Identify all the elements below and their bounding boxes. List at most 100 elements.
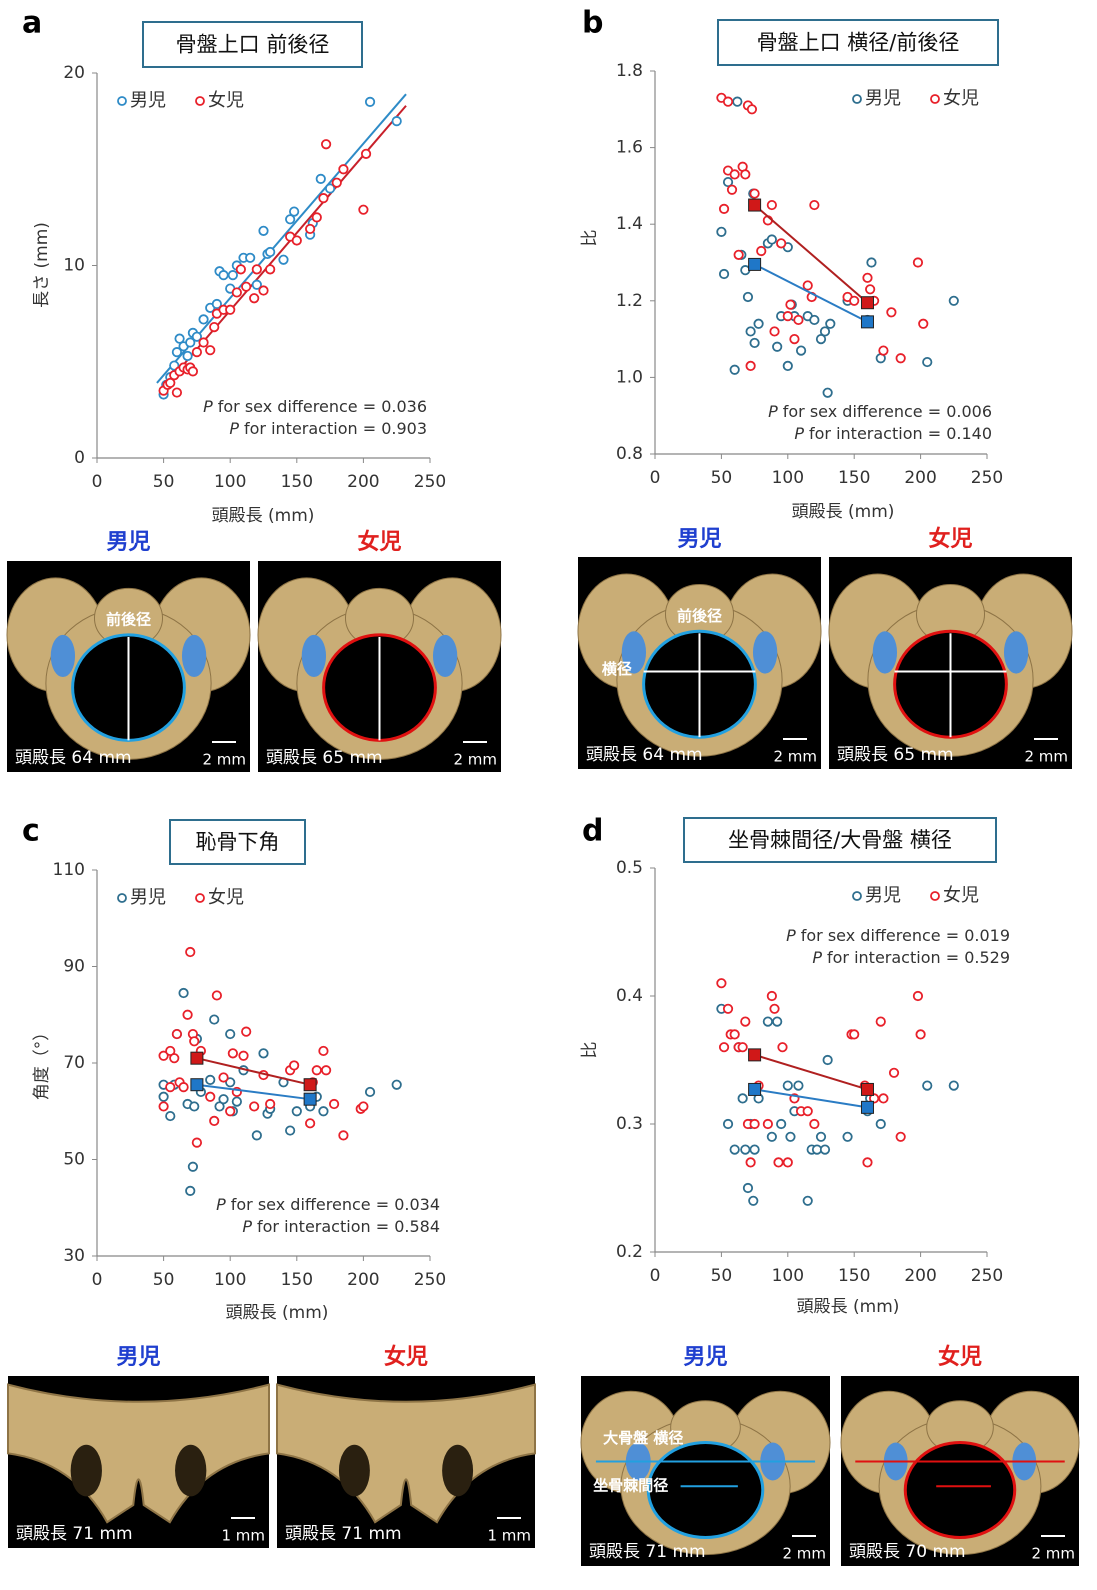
data-point — [866, 285, 874, 293]
data-point — [730, 1030, 738, 1038]
data-point — [784, 1158, 792, 1166]
panel-label: d — [582, 814, 603, 849]
data-point — [879, 1094, 887, 1102]
data-point — [821, 327, 829, 335]
data-point — [778, 1043, 786, 1051]
pelvic-inlet — [905, 1443, 1014, 1538]
render-image: 頭殿長 65 mm2 mm — [829, 557, 1072, 769]
chart-title: 骨盤上口 前後径 — [176, 33, 330, 57]
data-point — [750, 1120, 758, 1128]
annotation: Pfor sex difference = 0.034 — [216, 1195, 440, 1214]
scale-label: 1 mm — [487, 1527, 531, 1545]
image-caption: 頭殿長 64 mm — [15, 748, 132, 768]
data-point — [724, 1120, 732, 1128]
x-axis-label: 頭殿長 (mm) — [226, 1303, 329, 1323]
y-tick-label: 110 — [53, 860, 85, 880]
data-point — [863, 1158, 871, 1166]
scale-label: 2 mm — [782, 1545, 826, 1563]
data-point — [896, 354, 904, 362]
image-annotation: 前後径 — [677, 607, 722, 625]
annotation-text: for interaction = 0.140 — [809, 424, 992, 443]
mean-marker — [749, 199, 761, 211]
data-point — [750, 1145, 758, 1153]
data-point — [777, 239, 785, 247]
scale-label: 2 mm — [773, 748, 817, 766]
chart-title: 恥骨下角 — [196, 830, 280, 854]
data-point — [850, 1030, 858, 1038]
data-point — [768, 992, 776, 1000]
mean-line — [755, 1055, 868, 1090]
data-point — [199, 338, 207, 346]
data-point — [210, 1117, 218, 1125]
y-tick-label: 0.2 — [616, 1242, 643, 1262]
data-point — [733, 97, 741, 105]
data-point — [774, 1158, 782, 1166]
image-label: 女児 — [384, 1344, 428, 1370]
data-point — [717, 979, 725, 987]
data-point — [810, 316, 818, 324]
annotation-text: for interaction = 0.903 — [244, 419, 427, 438]
data-point — [773, 343, 781, 351]
cartilage — [873, 631, 897, 673]
image-label: 男児 — [683, 1345, 727, 1370]
legend-marker — [931, 95, 939, 103]
data-point — [193, 1138, 201, 1146]
data-point — [193, 348, 201, 356]
data-point — [794, 1081, 802, 1089]
data-point — [749, 1197, 757, 1205]
bone-hole — [339, 1445, 370, 1497]
x-tick-label: 150 — [838, 1266, 870, 1286]
data-point — [330, 1100, 338, 1108]
annotation-italic: P — [786, 926, 796, 945]
figure: a骨盤上口 前後径01020050100150200250頭殿長 (mm)長さ … — [0, 0, 1097, 1586]
data-point — [750, 189, 758, 197]
data-point — [339, 165, 347, 173]
x-axis-label: 頭殿長 (mm) — [212, 506, 315, 526]
image-label: 女児 — [938, 1344, 982, 1370]
data-point — [206, 346, 214, 354]
data-point — [730, 366, 738, 374]
data-point — [266, 1100, 274, 1108]
image-caption: 頭殿長 71 mm — [589, 1542, 706, 1562]
data-point — [219, 1095, 227, 1103]
data-point — [242, 282, 250, 290]
image-label: 女児 — [357, 529, 401, 555]
y-tick-label: 0.4 — [616, 986, 643, 1006]
legend-marker — [853, 892, 861, 900]
bone-hole — [442, 1445, 473, 1497]
legend-label: 女児 — [208, 90, 244, 111]
cartilage — [1004, 631, 1028, 673]
mean-marker — [191, 1079, 203, 1091]
data-point — [923, 1081, 931, 1089]
data-point — [794, 316, 802, 324]
data-point — [750, 339, 758, 347]
annotation-italic: P — [768, 402, 778, 421]
cartilage — [182, 635, 206, 677]
data-point — [366, 1088, 374, 1096]
data-point — [319, 1107, 327, 1115]
image-annotation: 横径 — [602, 660, 632, 678]
cartilage — [433, 635, 457, 677]
mean-marker — [861, 1083, 873, 1095]
y-axis-label: 長さ (mm) — [32, 222, 52, 308]
data-point — [166, 1083, 174, 1091]
data-point — [919, 320, 927, 328]
data-point — [823, 1056, 831, 1064]
data-point — [790, 335, 798, 343]
data-point — [286, 1126, 294, 1134]
image-annotation: 坐骨棘間径 — [593, 1477, 668, 1495]
data-point — [237, 265, 245, 273]
data-point — [183, 1011, 191, 1019]
data-point — [259, 227, 267, 235]
annotation-text: for sex difference = 0.019 — [801, 926, 1010, 945]
legend-marker — [118, 97, 126, 105]
data-point — [190, 1037, 198, 1045]
data-point — [293, 1107, 301, 1115]
data-point — [797, 346, 805, 354]
data-point — [359, 205, 367, 213]
data-point — [744, 1184, 752, 1192]
annotation-text: for sex difference = 0.036 — [218, 397, 427, 416]
data-point — [219, 271, 227, 279]
